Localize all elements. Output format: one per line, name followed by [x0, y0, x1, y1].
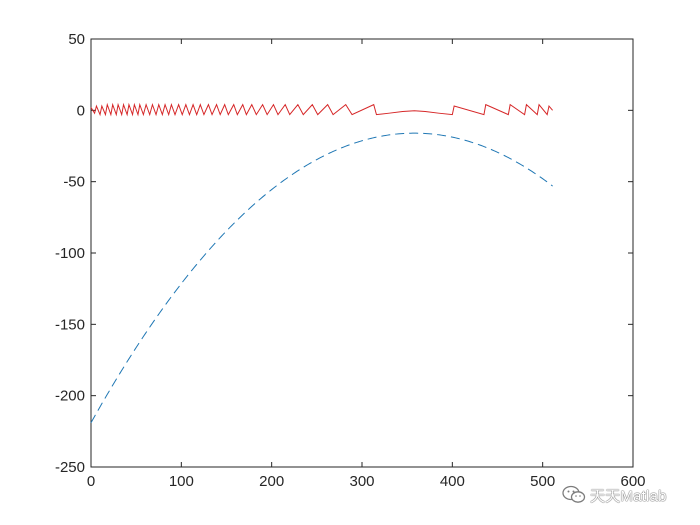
- watermark-text: 天天Matlab: [590, 487, 667, 505]
- y-axis-ticks: -250 -200 -150 -100 -50 0 50: [55, 31, 633, 476]
- wechat-icon: [562, 485, 586, 503]
- x-axis-ticks: 0 100 200 300 400 500 600: [87, 39, 646, 490]
- y-tick-label: -100: [55, 245, 85, 262]
- series-layer: [90, 102, 553, 424]
- x-tick-label: 200: [259, 473, 284, 490]
- plot-area: [90, 38, 634, 468]
- x-tick-label: 400: [440, 473, 465, 490]
- y-tick-label: -250: [55, 459, 85, 476]
- x-tick-label: 100: [169, 473, 194, 490]
- x-tick-label: 500: [530, 473, 555, 490]
- series-line-dashed: [90, 132, 553, 424]
- x-tick-label: 0: [87, 473, 95, 490]
- y-tick-label: -50: [63, 174, 85, 191]
- x-tick-label: 600: [620, 473, 645, 490]
- series-line-solid: [90, 102, 553, 117]
- y-tick-label: 50: [68, 31, 85, 48]
- watermark: 天天Matlab: [562, 483, 667, 507]
- x-tick-label: 300: [349, 473, 374, 490]
- y-tick-label: -150: [55, 316, 85, 333]
- y-tick-label: -200: [55, 388, 85, 405]
- y-tick-label: 0: [77, 102, 85, 119]
